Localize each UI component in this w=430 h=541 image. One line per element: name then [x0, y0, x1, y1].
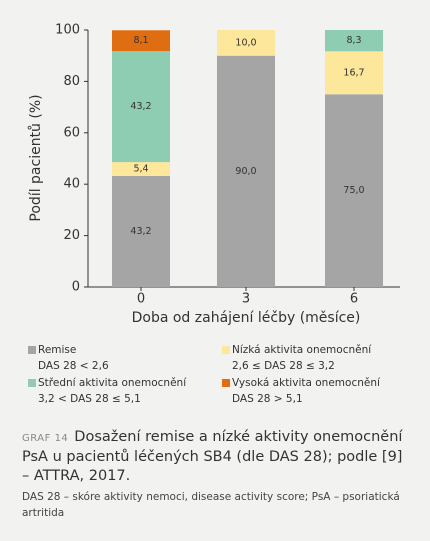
x-tick-label: 3: [242, 292, 250, 307]
data-label: 43,2: [130, 101, 151, 112]
bar-segment: [112, 51, 170, 163]
legend-description: 3,2 < DAS 28 ≤ 5,1: [38, 393, 141, 405]
legend-label: Remise: [38, 344, 76, 356]
legend-swatch: [28, 379, 36, 387]
bar-segment: [325, 94, 383, 287]
legend-label: Nízká aktivita onemocnění: [232, 344, 372, 356]
legend-description: DAS 28 > 5,1: [232, 393, 303, 405]
x-axis-title: Doba od zahájení léčby (měsíce): [132, 310, 361, 326]
bar-segment: [112, 30, 170, 52]
y-tick-label: 0: [72, 280, 80, 295]
caption: GRAF 14 Dosažení remise a nízké aktivity …: [22, 428, 414, 486]
bar-segment: [217, 30, 275, 56]
bar-segment: [217, 55, 275, 288]
data-label: 16,7: [343, 67, 364, 78]
data-label: 5,4: [133, 164, 148, 175]
data-label: 8,3: [346, 35, 361, 46]
data-label: 10,0: [235, 37, 256, 48]
data-label: 75,0: [343, 185, 364, 196]
y-tick-label: 20: [63, 228, 80, 243]
legend-description: DAS 28 < 2,6: [38, 360, 109, 372]
chart: Podíl pacientů (%) Doba od zahájení léčb…: [28, 23, 400, 405]
x-tick-label: 6: [350, 292, 358, 307]
legend-description: 2,6 ≤ DAS 28 ≤ 3,2: [232, 360, 335, 372]
y-axis-title: Podíl pacientů (%): [28, 94, 44, 221]
caption-title: Dosažení remise a nízké aktivity onemocn…: [22, 429, 403, 484]
bar-segment: [112, 162, 170, 176]
y-tick-label: 80: [63, 74, 80, 89]
y-tick-label: 40: [63, 177, 80, 192]
caption-note: DAS 28 – skóre aktivity nemoci, disease …: [22, 491, 400, 519]
bar-segment: [112, 175, 170, 287]
data-label: 90,0: [235, 166, 256, 177]
legend-swatch: [28, 346, 36, 354]
data-label: 43,2: [130, 226, 151, 237]
legend-swatch: [222, 346, 230, 354]
legend-label: Vysoká aktivita onemocnění: [232, 377, 381, 389]
y-tick-label: 60: [63, 125, 80, 140]
data-label: 8,1: [133, 35, 148, 46]
bar-segment: [325, 30, 383, 52]
x-tick-label: 0: [137, 292, 145, 307]
legend-swatch: [222, 379, 230, 387]
legend-label: Střední aktivita onemocnění: [38, 377, 187, 389]
bar-segment: [325, 51, 383, 95]
y-tick-label: 100: [55, 23, 80, 38]
caption-label: GRAF 14: [22, 433, 69, 444]
